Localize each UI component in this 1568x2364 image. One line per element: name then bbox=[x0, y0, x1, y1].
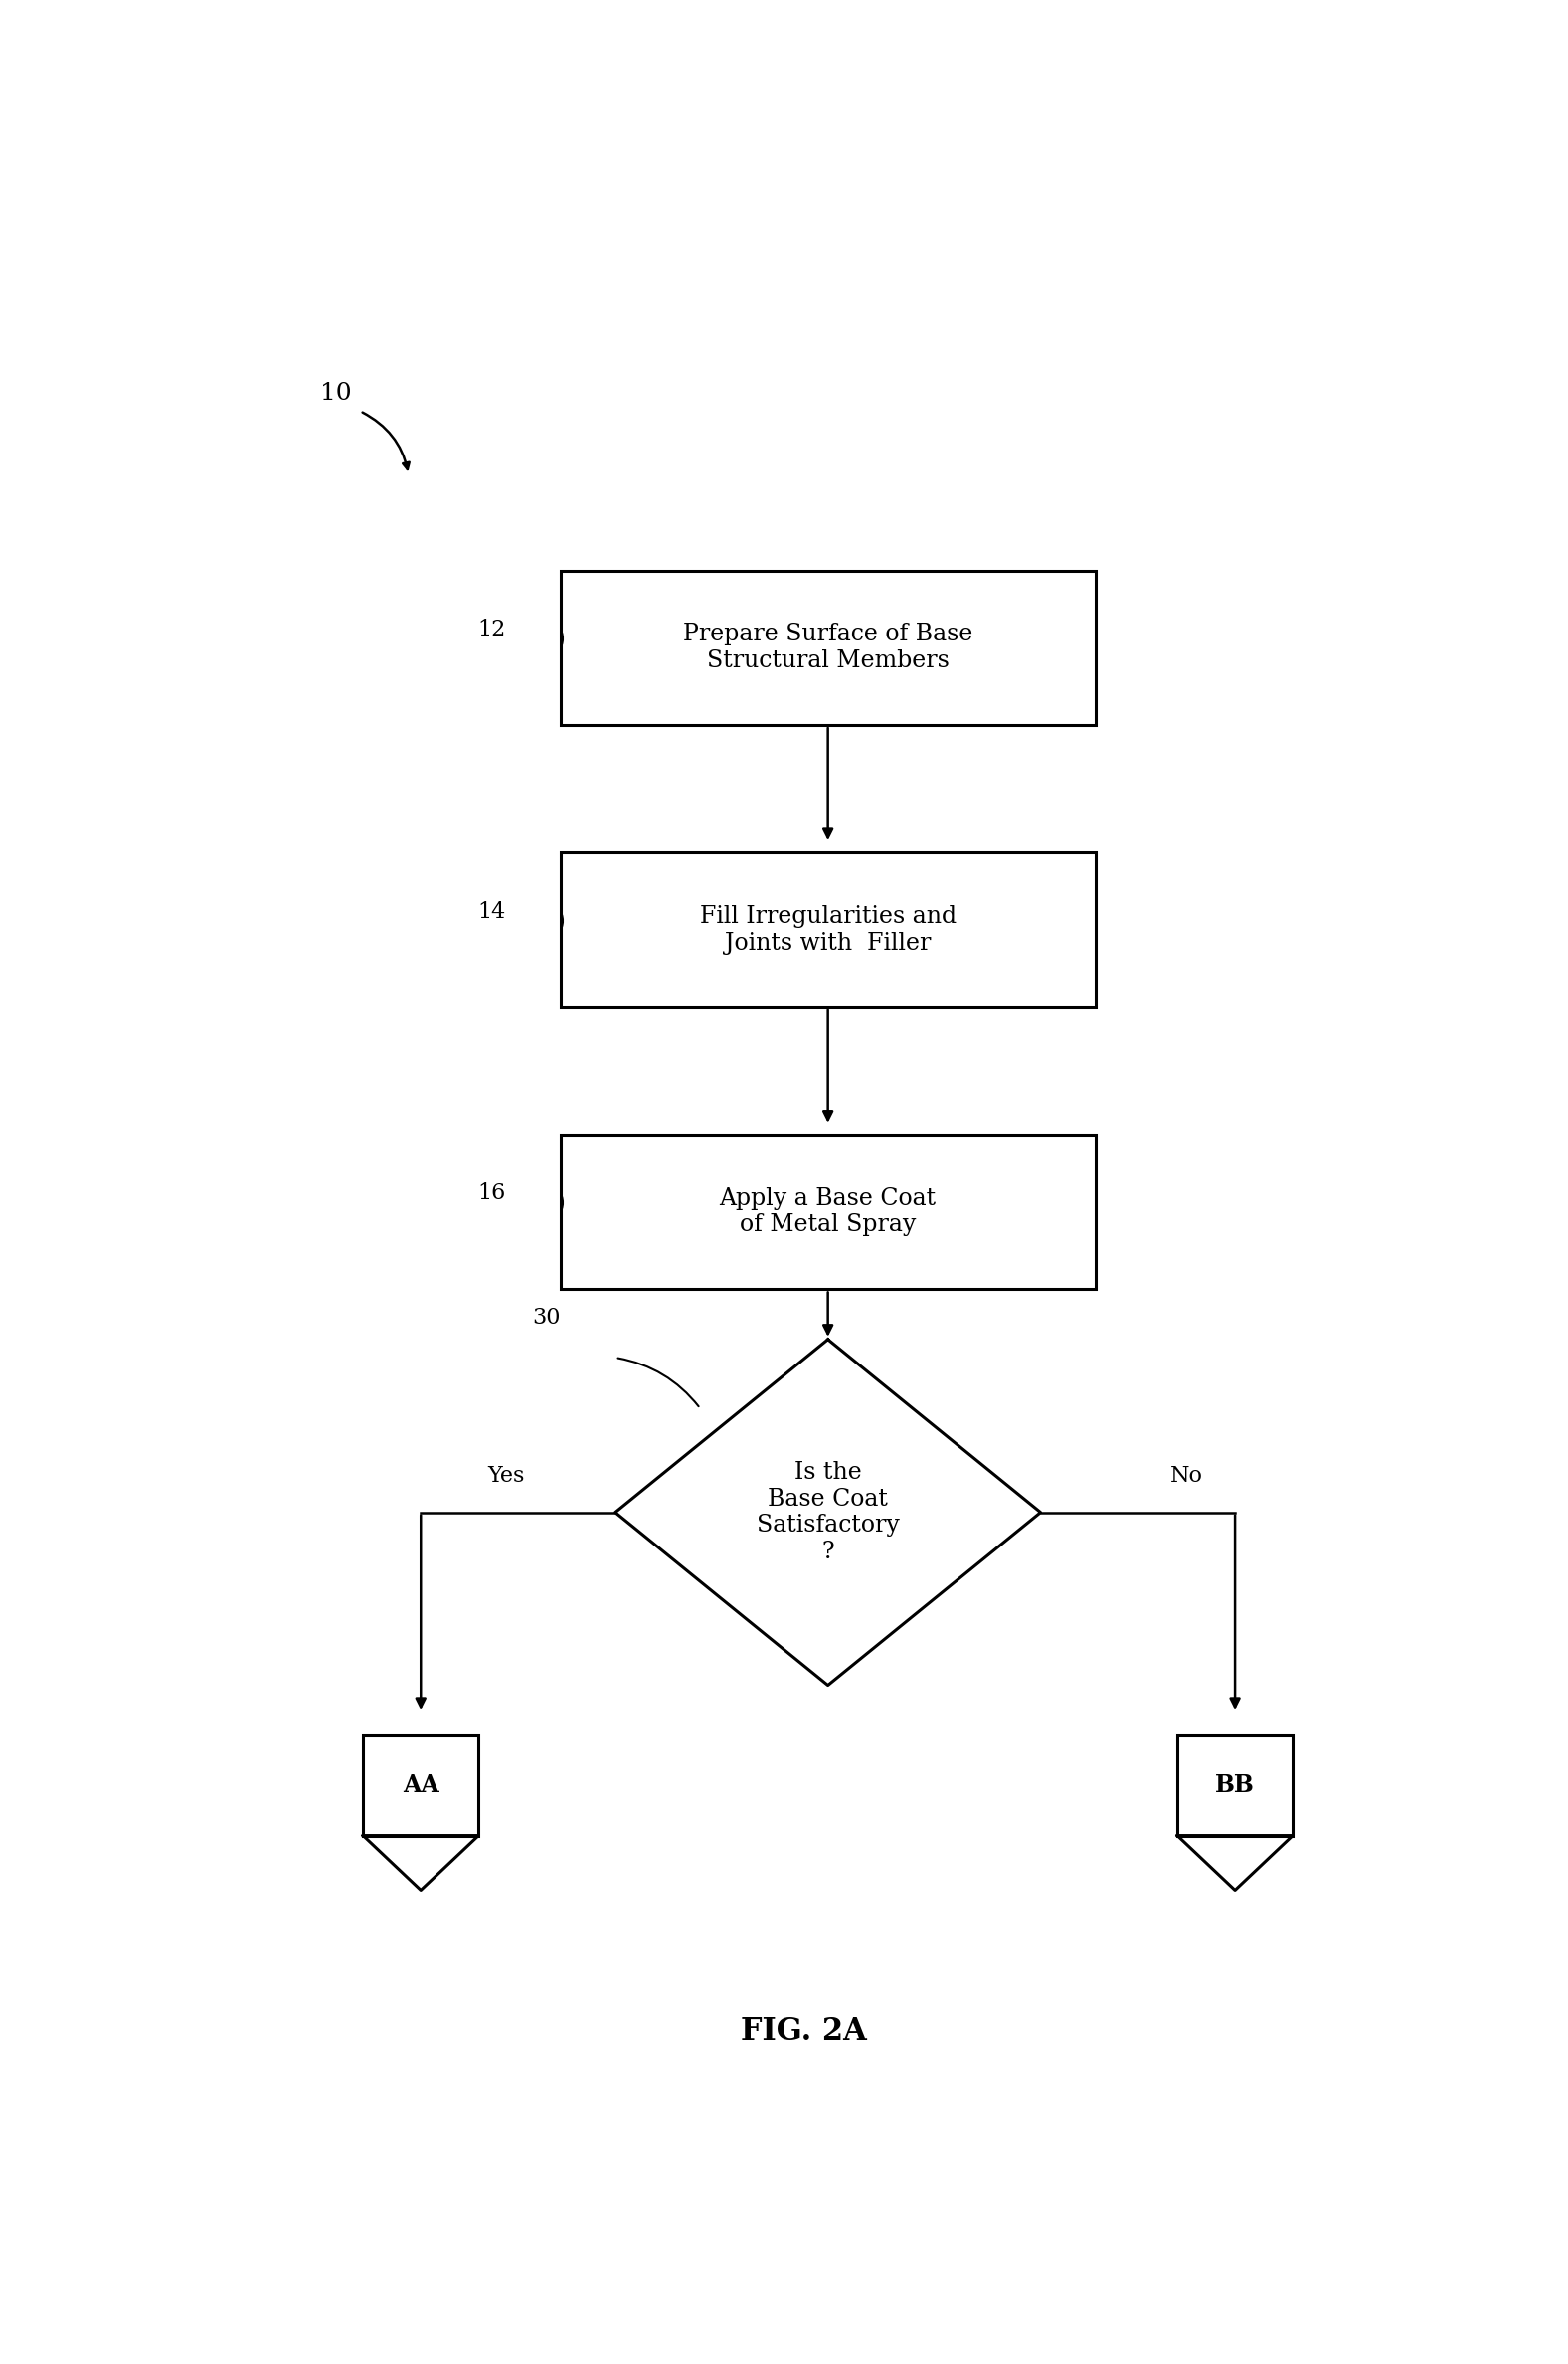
Text: AA: AA bbox=[403, 1773, 439, 1797]
Text: Prepare Surface of Base
Structural Members: Prepare Surface of Base Structural Membe… bbox=[684, 624, 972, 671]
FancyBboxPatch shape bbox=[561, 853, 1094, 1007]
Text: Apply a Base Coat
of Metal Spray: Apply a Base Coat of Metal Spray bbox=[720, 1187, 936, 1236]
FancyBboxPatch shape bbox=[364, 1735, 478, 1834]
Text: No: No bbox=[1170, 1466, 1203, 1487]
Text: 12: 12 bbox=[478, 619, 506, 641]
Text: BB: BB bbox=[1215, 1773, 1254, 1797]
FancyBboxPatch shape bbox=[1178, 1735, 1292, 1834]
FancyBboxPatch shape bbox=[561, 570, 1094, 726]
Text: 16: 16 bbox=[478, 1182, 506, 1206]
FancyArrowPatch shape bbox=[362, 411, 409, 470]
Text: FIG. 2A: FIG. 2A bbox=[740, 2016, 867, 2047]
Text: Yes: Yes bbox=[488, 1466, 524, 1487]
Text: 30: 30 bbox=[532, 1307, 560, 1329]
Text: Fill Irregularities and
Joints with  Filler: Fill Irregularities and Joints with Fill… bbox=[699, 905, 956, 955]
Text: 14: 14 bbox=[478, 901, 506, 922]
Text: Is the
Base Coat
Satisfactory
?: Is the Base Coat Satisfactory ? bbox=[756, 1461, 900, 1563]
Text: 10: 10 bbox=[320, 381, 351, 404]
FancyBboxPatch shape bbox=[561, 1135, 1094, 1288]
